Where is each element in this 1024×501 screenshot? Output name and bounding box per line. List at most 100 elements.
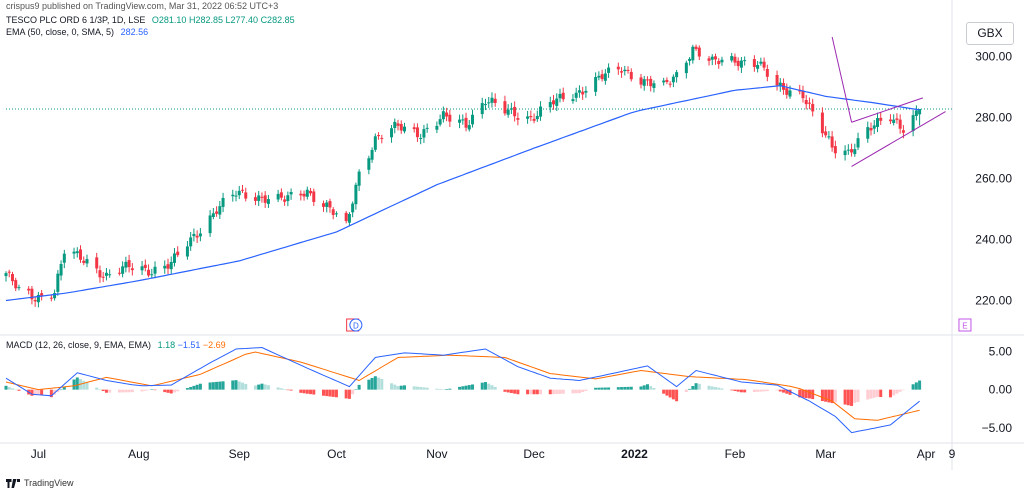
- macd-histogram-bar: [153, 389, 157, 391]
- candle-body: [895, 118, 899, 120]
- candle-body: [516, 118, 520, 120]
- candle-body: [866, 127, 870, 139]
- candle-body: [487, 102, 491, 104]
- candle-body: [756, 65, 760, 69]
- macd-tick-label: −5.00: [982, 421, 1013, 435]
- candle-body: [286, 195, 290, 202]
- candle-body: [244, 192, 248, 199]
- macd-histogram-bar: [14, 389, 18, 391]
- date-tick-label: Sep: [229, 447, 251, 461]
- macd-histogram-bar: [377, 377, 381, 390]
- candle-body: [79, 249, 83, 260]
- candle-body: [853, 149, 857, 155]
- macd-histogram-bar: [759, 389, 763, 392]
- candle-body: [276, 193, 280, 200]
- date-tick-label: Apr: [917, 447, 936, 461]
- candle-body: [626, 69, 630, 71]
- candle-body: [911, 115, 915, 131]
- macd-histogram-bar: [616, 387, 620, 390]
- candle-body: [788, 90, 792, 97]
- macd-histogram-bar: [642, 385, 646, 390]
- macd-histogram-bar: [140, 389, 144, 392]
- macd-histogram-bar: [710, 386, 714, 390]
- candle-body: [192, 233, 196, 237]
- candle-body: [684, 62, 688, 74]
- candle-body: [419, 138, 423, 140]
- candle-body: [390, 128, 394, 138]
- macd-histogram-bar: [215, 381, 219, 390]
- candle-body: [231, 194, 235, 197]
- candle-body: [833, 146, 837, 154]
- ema-label[interactable]: EMA (50, close, 0, SMA, 5): [6, 27, 115, 37]
- macd-histogram-bar: [425, 387, 429, 390]
- candle-body: [101, 276, 105, 278]
- candle-body: [513, 106, 517, 117]
- macd-histogram-bar: [577, 389, 581, 394]
- earnings-marker: [958, 318, 972, 332]
- symbol-title[interactable]: TESCO PLC ORD 6 1/3P, 1D, LSE: [6, 15, 146, 25]
- candle-body: [607, 67, 611, 73]
- candle-body: [172, 253, 176, 263]
- macd-histogram-bar: [75, 377, 79, 390]
- candle-body: [33, 299, 37, 302]
- macd-histogram-bar: [671, 389, 675, 400]
- macd-histogram-bar: [639, 386, 643, 390]
- candle-body: [328, 201, 332, 208]
- macd-histogram-bar: [552, 389, 556, 395]
- candle-body: [266, 199, 270, 204]
- macd-histogram-bar: [4, 385, 8, 390]
- candle-body: [325, 202, 329, 207]
- macd-histogram-bar: [535, 389, 539, 395]
- candle-body: [736, 60, 740, 67]
- candle-body: [739, 60, 743, 68]
- candle-body: [558, 93, 562, 99]
- candle-body: [412, 127, 416, 130]
- currency-button[interactable]: GBX: [966, 22, 1014, 45]
- macd-histogram-bar: [150, 389, 154, 390]
- macd-histogram-bar: [526, 389, 530, 395]
- macd-histogram-bar: [185, 388, 189, 390]
- macd-label[interactable]: MACD (12, 26, close, 9, EMA, EMA): [6, 340, 152, 350]
- candle-body: [918, 108, 922, 115]
- date-tick-label: 9: [949, 447, 956, 461]
- candle-body: [714, 56, 717, 60]
- candle-body: [17, 287, 21, 289]
- macd-histogram-bar: [56, 389, 60, 393]
- candle-body: [778, 82, 782, 87]
- candle-body: [373, 136, 377, 150]
- macd-histogram-bar: [321, 389, 325, 396]
- macd-histogram-bar: [574, 389, 578, 394]
- macd-histogram-bar: [736, 389, 740, 392]
- macd-histogram-bar: [675, 389, 679, 402]
- candle-body: [785, 88, 789, 95]
- macd-histogram-bar: [467, 385, 471, 390]
- macd-histogram-bar: [234, 380, 238, 390]
- candle-body: [652, 83, 656, 88]
- macd-histogram-bar: [163, 389, 167, 393]
- macd-histogram-bar: [571, 389, 575, 394]
- macd-histogram-bar: [415, 386, 419, 390]
- macd-histogram-bar: [914, 382, 918, 390]
- price-tick-label: 260.00: [975, 172, 1012, 186]
- macd-histogram-bar: [95, 387, 99, 390]
- macd-histogram-bar: [911, 384, 915, 390]
- footer-brand: TradingView: [6, 478, 74, 488]
- signal-value: −1.51: [177, 340, 201, 350]
- candle-body: [571, 99, 575, 102]
- date-tick-label: Oct: [327, 447, 346, 461]
- macd-histogram-bar: [561, 389, 565, 394]
- price-tick-label: 300.00: [975, 50, 1012, 64]
- candle-body: [253, 197, 257, 201]
- macd-histogram-bar: [788, 389, 792, 395]
- candle-body: [176, 251, 180, 256]
- candle-body: [36, 294, 40, 303]
- macd-histogram-bar: [688, 388, 692, 390]
- candle-body: [616, 66, 620, 70]
- macd-histogram-bar: [130, 389, 134, 393]
- macd-histogram-bar: [237, 381, 241, 390]
- ohlc-low: L277.40: [225, 15, 259, 25]
- macd-histogram-bar: [778, 389, 782, 392]
- macd-histogram-bar: [286, 389, 290, 391]
- ohlc-high: H282.85: [188, 15, 223, 25]
- candle-body: [710, 56, 714, 60]
